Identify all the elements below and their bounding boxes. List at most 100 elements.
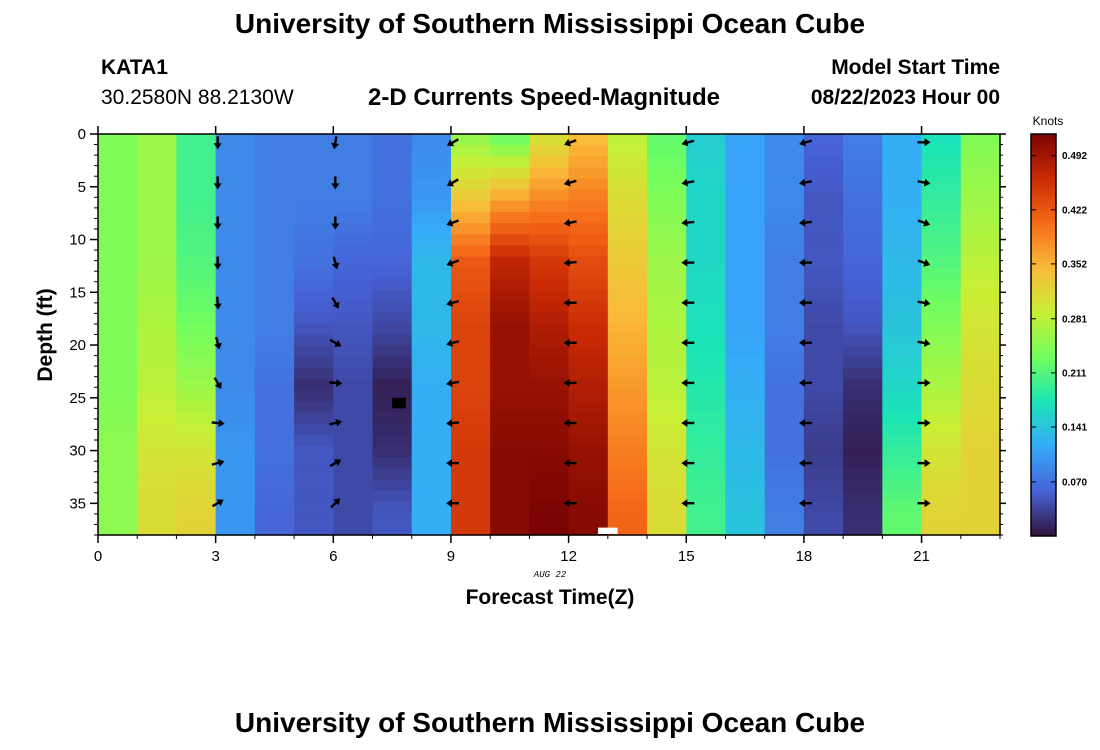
heatmap-cell xyxy=(568,134,609,146)
heatmap-cell xyxy=(529,412,570,425)
current-arrow xyxy=(563,459,577,468)
current-arrow xyxy=(917,298,931,307)
heatmap-cell xyxy=(725,200,766,213)
current-arrow xyxy=(917,178,931,187)
heatmap-cell xyxy=(921,278,962,291)
heatmap-cell xyxy=(490,267,530,280)
heatmap-cell xyxy=(215,234,256,246)
heatmap-cell xyxy=(607,379,648,391)
x-axis-date-label: AUG 22 xyxy=(533,570,567,580)
heatmap-cell xyxy=(294,490,334,503)
heatmap-cell xyxy=(568,345,609,358)
heatmap-cell xyxy=(215,278,256,291)
heatmap-cell xyxy=(647,345,687,358)
heatmap-cell xyxy=(254,223,295,235)
heatmap-cell xyxy=(686,501,727,514)
heatmap-cell xyxy=(450,312,491,324)
heatmap-cell xyxy=(921,479,962,492)
current-arrow xyxy=(330,498,341,509)
heatmap-cell xyxy=(843,245,883,258)
heatmap-cell xyxy=(411,457,452,469)
heatmap-cell xyxy=(882,434,923,447)
heatmap-cell xyxy=(529,178,570,191)
heatmap-cell xyxy=(529,211,570,224)
heatmap-cell xyxy=(725,434,766,447)
current-arrow xyxy=(329,418,343,427)
heatmap-cell xyxy=(921,468,962,480)
heatmap-cell xyxy=(254,490,295,503)
heatmap-cell xyxy=(803,289,844,302)
heatmap-cell xyxy=(882,167,923,180)
heatmap-cell xyxy=(98,356,138,369)
heatmap-cell xyxy=(372,501,413,514)
current-arrow xyxy=(563,258,577,267)
heatmap-cell xyxy=(960,256,1001,269)
heatmap-cell xyxy=(411,479,452,492)
heatmap-cell xyxy=(921,167,962,180)
heatmap-cell xyxy=(568,468,609,480)
heatmap-cell xyxy=(294,156,334,169)
heatmap-cell xyxy=(960,312,1001,324)
heatmap-cell xyxy=(176,412,217,425)
heatmap-cell xyxy=(333,356,374,369)
heatmap-cell xyxy=(607,412,648,425)
current-arrow xyxy=(331,176,340,190)
heatmap-cell xyxy=(647,200,687,213)
heatmap-cell xyxy=(764,523,805,536)
heatmap-cell xyxy=(843,390,883,402)
heatmap-cell xyxy=(764,334,805,347)
current-arrow xyxy=(446,499,459,508)
heatmap-cell xyxy=(176,134,217,146)
heatmap-cell xyxy=(607,189,648,202)
y-tick-label: 5 xyxy=(78,179,86,196)
heatmap-cell xyxy=(372,457,413,469)
heatmap-cell xyxy=(607,301,648,313)
heatmap-cell xyxy=(294,323,334,336)
current-arrow xyxy=(213,176,222,190)
heatmap-cell xyxy=(254,301,295,313)
heatmap-cell xyxy=(647,468,687,480)
heatmap-cell xyxy=(333,412,374,425)
heatmap-cell xyxy=(294,457,334,469)
heatmap-cell xyxy=(882,178,923,191)
heatmap-cell xyxy=(254,312,295,324)
heatmap-cell xyxy=(843,345,883,358)
heatmap-cell xyxy=(725,367,766,380)
heatmap-cell xyxy=(529,367,570,380)
heatmap-cell xyxy=(686,245,727,258)
heatmap-cell xyxy=(137,512,178,525)
heatmap-cell xyxy=(960,267,1001,280)
heatmap-cell xyxy=(254,189,295,202)
current-arrow xyxy=(917,378,931,387)
heatmap-cell xyxy=(176,367,217,380)
heatmap-cell xyxy=(921,223,962,235)
heatmap-cell xyxy=(176,167,217,180)
heatmap-cell xyxy=(607,256,648,269)
heatmap-cell xyxy=(333,345,374,358)
heatmap-cell xyxy=(725,178,766,191)
heatmap-cell xyxy=(607,501,648,514)
heatmap-cell xyxy=(215,367,256,380)
heatmap-cell xyxy=(647,334,687,347)
heatmap-cell xyxy=(411,512,452,525)
heatmap-cell xyxy=(333,312,374,324)
heatmap-cell xyxy=(411,200,452,213)
heatmap-cell xyxy=(529,334,570,347)
heatmap-cell xyxy=(686,156,727,169)
current-arrow xyxy=(799,178,813,187)
heatmap-cell xyxy=(333,134,374,146)
heatmap-cell xyxy=(725,134,766,146)
heatmap-cell xyxy=(411,312,452,324)
heatmap-cell xyxy=(882,345,923,358)
current-arrow xyxy=(446,459,459,468)
heatmap-cell xyxy=(411,468,452,480)
heatmap-cell xyxy=(490,145,530,157)
heatmap-cell xyxy=(803,134,844,146)
heatmap-cell xyxy=(333,189,374,202)
heatmap-cell xyxy=(764,223,805,235)
heatmap-cell xyxy=(98,278,138,291)
heatmap-cell xyxy=(686,200,727,213)
heatmap-cell xyxy=(450,445,491,458)
heatmap-cell xyxy=(411,234,452,246)
current-arrow xyxy=(446,178,459,187)
